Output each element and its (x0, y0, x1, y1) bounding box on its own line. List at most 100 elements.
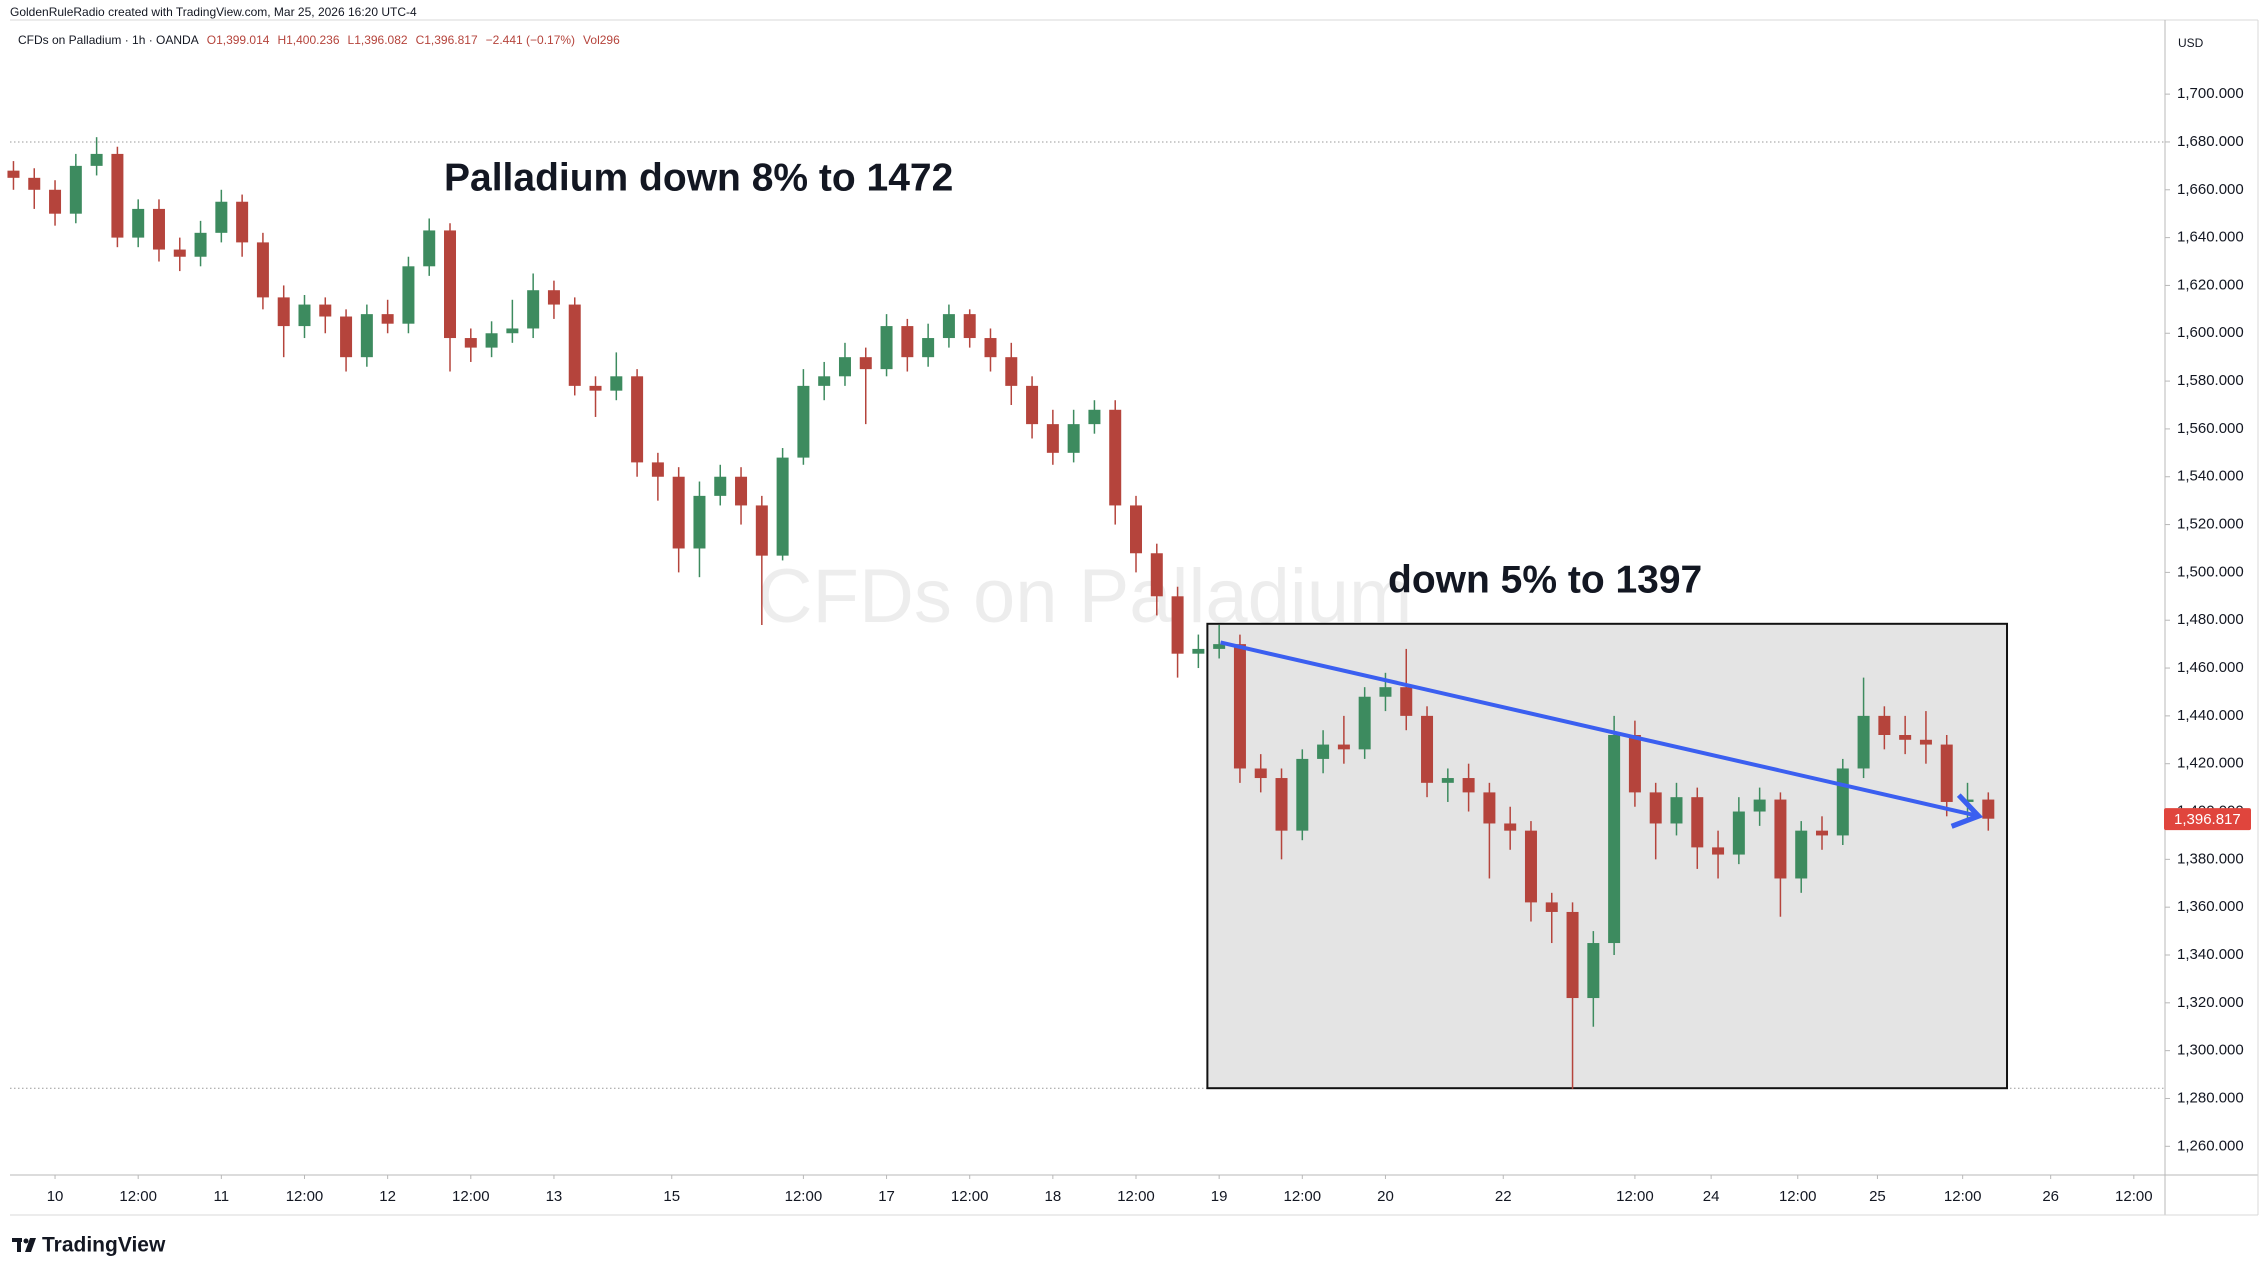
candle-body (1566, 911, 1579, 999)
x-tick-label: 12:00 (1117, 1188, 1155, 1205)
candle-body (1691, 797, 1704, 848)
y-tick-label: 1,600.000 (2177, 324, 2244, 341)
candle-body (1774, 799, 1787, 879)
candle-body (49, 189, 62, 214)
candle-body (1816, 830, 1829, 836)
candle-body (360, 314, 373, 358)
trendline (1220, 640, 1984, 829)
x-tick-label: 12:00 (452, 1188, 490, 1205)
candle-body (735, 476, 748, 506)
currency: USD (2178, 36, 2204, 50)
candle-body (236, 201, 249, 243)
candle-body (922, 338, 935, 358)
candle-body (444, 230, 457, 339)
candle-body (1608, 735, 1621, 944)
candle-body (1213, 644, 1226, 649)
x-tick-label: 19 (1211, 1188, 1228, 1205)
candle-body (194, 232, 207, 257)
y-tick-label: 1,640.000 (2177, 229, 2244, 246)
ohlc-value: H1,400.236 (277, 33, 339, 47)
y-tick-label: 1,360.000 (2177, 898, 2244, 915)
candle-body (714, 476, 727, 496)
x-tick-label: 24 (1703, 1188, 1720, 1205)
candle-body (1275, 778, 1288, 831)
candle-body (152, 208, 165, 250)
y-tick-label: 1,320.000 (2177, 994, 2244, 1011)
candle-body (672, 476, 685, 549)
candle-body (1109, 409, 1122, 506)
x-tick-label: 12:00 (785, 1188, 823, 1205)
y-tick-label: 1,380.000 (2177, 850, 2244, 867)
candle-body (319, 304, 332, 317)
x-tick-label: 20 (1377, 1188, 1394, 1205)
candle-body (1441, 778, 1454, 783)
candle-body (1524, 830, 1537, 903)
x-tick-label: 26 (2042, 1188, 2059, 1205)
credit: GoldenRuleRadio created with TradingView… (10, 5, 417, 19)
x-tick-label: 15 (663, 1188, 680, 1205)
candle-body (1192, 648, 1205, 654)
ohlc-value: C1,396.817 (416, 33, 478, 47)
candle-body (1130, 505, 1143, 554)
y-tick-label: 1,340.000 (2177, 946, 2244, 963)
candle-body (1878, 715, 1891, 735)
candle-body (1400, 687, 1413, 716)
y-tick-label: 1,260.000 (2177, 1137, 2244, 1154)
x-tick-label: 25 (1869, 1188, 1886, 1205)
x-tick-label: 11 (214, 1188, 230, 1205)
y-tick-label: 1,680.000 (2177, 133, 2244, 150)
candle-body (838, 357, 851, 377)
candle-body (1504, 823, 1517, 831)
ohlc-value: Vol296 (583, 33, 620, 47)
y-tick-label: 1,540.000 (2177, 468, 2244, 485)
x-tick-label: 17 (878, 1188, 895, 1205)
candle-body (1254, 768, 1267, 779)
y-tick-label: 1,460.000 (2177, 659, 2244, 676)
candle-body (277, 297, 290, 327)
candle-body (381, 314, 394, 324)
candle-body (797, 385, 810, 458)
x-tick-label: 12:00 (951, 1188, 989, 1205)
candle-body (1317, 744, 1330, 759)
x-tick-label: 12:00 (1616, 1188, 1654, 1205)
highlight-box (1206, 622, 2009, 1090)
candle-body (1150, 553, 1163, 597)
candle-body (1005, 357, 1018, 386)
y-tick-label: 1,300.000 (2177, 1042, 2244, 1059)
symbol: CFDs on Palladium · 1h · OANDA (18, 33, 199, 47)
candle-body (589, 385, 602, 391)
candle-body (984, 338, 997, 358)
candle-body (1088, 409, 1101, 425)
ohlc-value: L1,396.082 (348, 33, 408, 47)
candle-body (298, 304, 311, 327)
candle-body (1919, 739, 1932, 745)
candle-body (90, 153, 103, 166)
candle-body (1795, 830, 1808, 879)
candle-body (215, 201, 228, 233)
x-tick-label: 12:00 (119, 1188, 157, 1205)
ohlc-value: O1,399.014 (207, 33, 270, 47)
candle-body (69, 165, 82, 214)
candle-body (1483, 792, 1496, 824)
x-tick-label: 12:00 (1779, 1188, 1817, 1205)
y-tick-label: 1,520.000 (2177, 516, 2244, 533)
candle-body (1712, 847, 1725, 855)
y-tick-label: 1,440.000 (2177, 707, 2244, 724)
logo-part (25, 1238, 36, 1252)
x-tick-label: 10 (47, 1188, 64, 1205)
x-tick-label: 12:00 (1284, 1188, 1322, 1205)
x-tick-label: 12:00 (2115, 1188, 2153, 1205)
candle-body (547, 290, 560, 305)
y-tick-label: 1,480.000 (2177, 611, 2244, 628)
x-tick-label: 18 (1045, 1188, 1062, 1205)
y-tick-label: 1,620.000 (2177, 276, 2244, 293)
candle-body (256, 242, 269, 298)
candle-body (485, 333, 498, 348)
y-tick-label: 1,500.000 (2177, 563, 2244, 580)
candle-body (1857, 715, 1870, 769)
x-tick-label: 22 (1495, 1188, 1512, 1205)
candle-body (1046, 424, 1059, 453)
candle-body (1545, 902, 1558, 912)
candle-body (423, 230, 436, 267)
candle-body (527, 290, 540, 329)
